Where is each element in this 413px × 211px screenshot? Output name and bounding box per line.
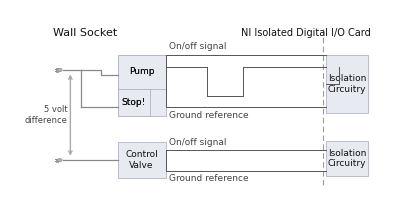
Text: Stop!: Stop! (121, 98, 145, 107)
FancyBboxPatch shape (117, 55, 165, 89)
FancyBboxPatch shape (117, 89, 149, 116)
FancyBboxPatch shape (117, 55, 165, 116)
Text: Stop!: Stop! (121, 98, 145, 107)
Text: Pump: Pump (128, 67, 154, 76)
Text: Control
Valve: Control Valve (125, 150, 158, 170)
FancyBboxPatch shape (325, 141, 367, 176)
Text: On/off signal: On/off signal (169, 138, 226, 147)
Text: Wall Socket: Wall Socket (53, 28, 117, 38)
FancyBboxPatch shape (325, 55, 367, 113)
Ellipse shape (57, 68, 62, 72)
Text: Pump: Pump (128, 67, 154, 76)
Text: 5 volt
difference: 5 volt difference (25, 105, 68, 125)
Text: Ground reference: Ground reference (169, 111, 248, 120)
Text: Isolation
Circuitry: Isolation Circuitry (327, 149, 365, 168)
Ellipse shape (57, 158, 62, 162)
FancyBboxPatch shape (56, 68, 58, 72)
Text: On/off signal: On/off signal (169, 42, 226, 51)
Text: Isolation
Circuitry: Isolation Circuitry (327, 74, 365, 93)
FancyBboxPatch shape (56, 158, 58, 162)
Text: Ground reference: Ground reference (169, 174, 248, 183)
Text: NI Isolated Digital I/O Card: NI Isolated Digital I/O Card (241, 28, 370, 38)
FancyBboxPatch shape (117, 142, 165, 178)
